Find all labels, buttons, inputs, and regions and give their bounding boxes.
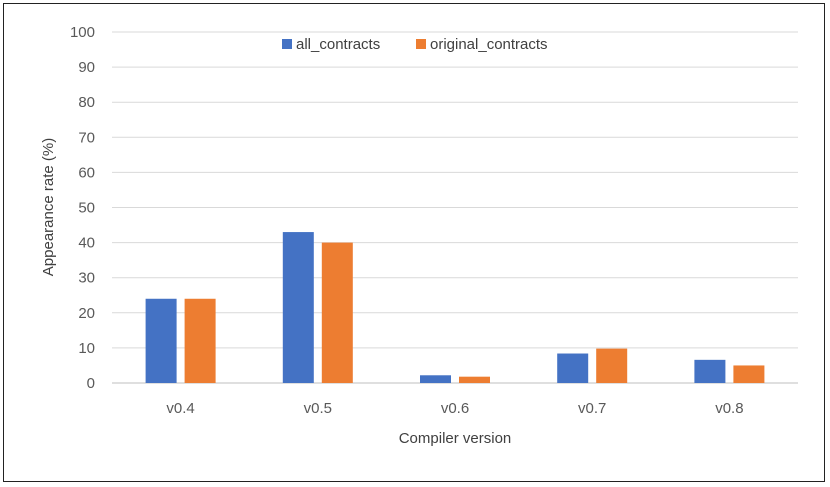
- bar-all-contracts-v0-8: [694, 359, 726, 383]
- bars: [145, 232, 765, 383]
- grid-lines: [112, 31, 798, 384]
- x-tick-labels: v0.4 v0.5 v0.6 v0.7 v0.8: [166, 400, 743, 417]
- y-tick-label: 100: [70, 24, 95, 41]
- y-tick-label: 10: [78, 340, 95, 357]
- y-tick-label: 50: [78, 200, 95, 217]
- bar-original-contracts-v0-7: [596, 348, 628, 383]
- legend: all_contracts original_contracts: [282, 36, 548, 53]
- y-tick-labels: 0 10 20 30 40 50 60 70 80 90 100: [70, 24, 95, 392]
- x-axis-title: Compiler version: [399, 430, 512, 447]
- y-tick-label: 20: [78, 305, 95, 322]
- bar-all-contracts-v0-4: [145, 298, 177, 383]
- x-tick-label: v0.5: [304, 400, 332, 417]
- bar-all-contracts-v0-7: [557, 353, 589, 383]
- bar-all-contracts-v0-6: [420, 375, 451, 383]
- y-axis-title: Appearance rate (%): [40, 138, 57, 276]
- y-tick-label: 70: [78, 129, 95, 146]
- bar-original-contracts-v0-5: [321, 242, 353, 383]
- x-tick-label: v0.4: [166, 400, 194, 417]
- bar-original-contracts-v0-8: [733, 365, 765, 383]
- legend-swatch-original-contracts: [416, 39, 426, 49]
- y-tick-label: 90: [78, 59, 95, 76]
- legend-label-original-contracts: original_contracts: [430, 36, 548, 53]
- x-tick-label: v0.8: [715, 400, 743, 417]
- x-tick-label: v0.7: [578, 400, 606, 417]
- y-tick-label: 80: [78, 94, 95, 111]
- x-tick-label: v0.6: [441, 400, 469, 417]
- y-tick-label: 30: [78, 270, 95, 287]
- y-tick-label: 40: [78, 235, 95, 252]
- y-tick-label: 0: [87, 375, 95, 392]
- legend-swatch-all-contracts: [282, 39, 292, 49]
- y-tick-label: 60: [78, 164, 95, 181]
- bar-all-contracts-v0-5: [282, 232, 314, 383]
- bar-original-contracts-v0-4: [184, 298, 216, 383]
- legend-label-all-contracts: all_contracts: [296, 36, 380, 53]
- bar-original-contracts-v0-6: [459, 376, 490, 383]
